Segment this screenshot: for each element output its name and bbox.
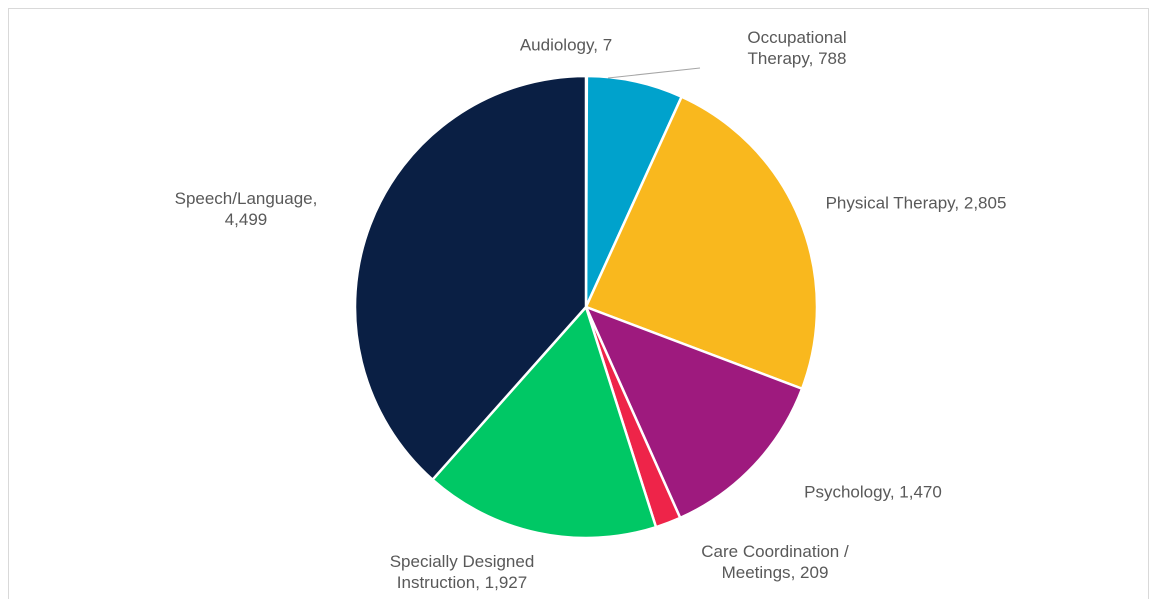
- value-label: 4,499: [224, 210, 268, 229]
- chart-frame: [8, 8, 1149, 599]
- pie-slice: [583, 304, 804, 520]
- category-label: Audiology: [520, 36, 598, 55]
- value-label: 7: [602, 35, 613, 55]
- data-label: Audiology 7: [456, 35, 676, 56]
- category-label: Speech/Language: [175, 189, 318, 208]
- value-label: 2,805: [963, 193, 1007, 213]
- category-label: Psychology: [804, 483, 894, 502]
- category-label: Physical Therapy: [826, 194, 960, 213]
- data-label: Psychology 1,470: [753, 482, 993, 503]
- data-label: Occupational Therapy 788: [722, 27, 872, 69]
- pie-slice: [430, 304, 658, 540]
- data-label: Physical Therapy 2,805: [816, 193, 1016, 214]
- data-label: Speech/Language 4,499: [156, 188, 336, 230]
- value-label: 1,927: [484, 573, 528, 592]
- pie-slice: [584, 95, 819, 391]
- value-label: 1,470: [899, 482, 942, 502]
- leader-line: [607, 67, 701, 79]
- data-label: Care Coordination / Meetings 209: [680, 541, 870, 583]
- data-label: Specially Designed Instruction 1,927: [367, 551, 557, 593]
- value-label: 788: [818, 49, 847, 68]
- slices: [353, 74, 819, 540]
- value-label: 209: [800, 563, 829, 582]
- pie-slice: [353, 74, 588, 482]
